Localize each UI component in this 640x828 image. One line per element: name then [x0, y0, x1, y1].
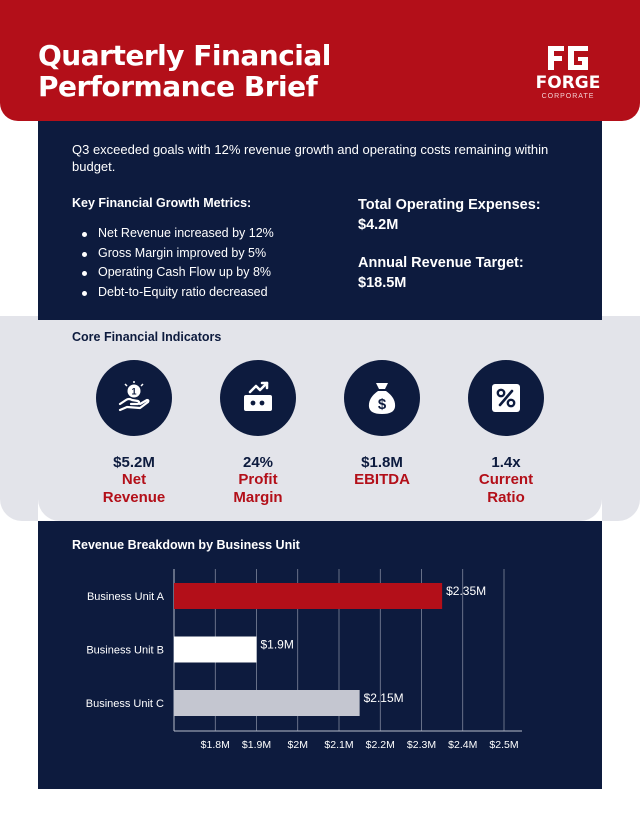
- indicator-value: $5.2M: [113, 454, 155, 471]
- indicator-profit-margin: 24% Profit Margin: [198, 360, 318, 507]
- data-label: $2.35M: [446, 584, 486, 598]
- indicator-label: Revenue: [102, 489, 166, 506]
- indicators-heading: Core Financial Indicators: [72, 330, 222, 344]
- list-item: Debt-to-Equity ratio decreased: [82, 283, 274, 303]
- bar: [174, 583, 443, 609]
- bar: [174, 636, 257, 663]
- indicator-circle: [468, 360, 544, 436]
- x-tick-label: $2.5M: [489, 739, 518, 751]
- data-label: $1.9M: [261, 638, 294, 652]
- forge-logo-icon: [548, 46, 588, 70]
- list-item: Gross Margin improved by 5%: [82, 244, 274, 264]
- indicator-label: Profit: [238, 471, 278, 488]
- indicator-label: Ratio: [487, 489, 525, 506]
- indicator-value: 1.4x: [491, 454, 521, 471]
- x-tick-label: $2.2M: [366, 739, 395, 751]
- chart-panel: Revenue Breakdown by Business Unit $1.8M…: [38, 521, 602, 789]
- category-label: Business Unit A: [87, 591, 165, 603]
- x-tick-label: $2.3M: [407, 739, 436, 751]
- indicators-section: Core Financial Indicators 1 $5.2M Net Re…: [0, 316, 640, 521]
- x-tick-label: $1.9M: [242, 739, 271, 751]
- x-tick-label: $2.1M: [324, 739, 353, 751]
- money-hand-icon: 1: [118, 381, 150, 412]
- bar: [174, 690, 360, 716]
- growth-wallet-icon: [244, 381, 272, 411]
- page-title: Quarterly Financial Performance Brief: [38, 39, 331, 103]
- indicator-net-revenue: 1 $5.2M Net Revenue: [74, 360, 194, 507]
- indicator-circle: [220, 360, 296, 436]
- list-item: Net Revenue increased by 12%: [82, 224, 274, 244]
- indicator-label: Current: [478, 471, 534, 488]
- metrics-heading: Key Financial Growth Metrics:: [72, 196, 252, 210]
- opex-label: Total Operating Expenses:: [358, 197, 541, 213]
- opex-value: $4.2M: [358, 217, 399, 233]
- x-tick-label: $2.4M: [448, 739, 477, 751]
- svg-text:$: $: [378, 396, 387, 413]
- operating-expenses-stat: Total Operating Expenses: $4.2M: [358, 195, 541, 235]
- indicator-ebitda: $ $1.8M EBITDA: [322, 360, 442, 489]
- target-label: Annual Revenue Target:: [358, 255, 524, 271]
- indicator-circle: 1: [96, 360, 172, 436]
- money-bag-icon: $: [368, 383, 396, 414]
- indicator-circle: $: [344, 360, 420, 436]
- metrics-list: Net Revenue increased by 12% Gross Margi…: [82, 224, 274, 302]
- company-logo: FORGE CORPORATE: [520, 42, 616, 102]
- logo-name: FORGE: [535, 73, 601, 93]
- header-banner: Quarterly Financial Performance Brief FO…: [0, 0, 640, 121]
- indicator-label: EBITDA: [354, 471, 410, 488]
- indicator-label: Margin: [233, 489, 283, 506]
- svg-text:1: 1: [131, 387, 136, 397]
- indicator-value: $1.8M: [361, 454, 403, 471]
- list-item: Operating Cash Flow up by 8%: [82, 263, 274, 283]
- percent-icon: [492, 384, 520, 412]
- data-label: $2.15M: [364, 691, 404, 705]
- summary-text: Q3 exceeded goals with 12% revenue growt…: [72, 142, 549, 174]
- summary-panel: Q3 exceeded goals with 12% revenue growt…: [38, 110, 602, 320]
- category-label: Business Unit C: [86, 698, 164, 710]
- revenue-target-stat: Annual Revenue Target: $18.5M: [358, 253, 524, 293]
- revenue-bar-chart: $1.8M $1.9M $2M $2.1M $2.2M $2.3M $2.4M $2.5M Bu…: [86, 569, 522, 751]
- x-tick-label: $2M: [288, 739, 308, 751]
- category-label: Business Unit B: [86, 645, 164, 657]
- indicator-current-ratio: 1.4x Current Ratio: [446, 360, 566, 507]
- indicator-label: Net: [121, 471, 147, 488]
- x-tick-label: $1.8M: [201, 739, 230, 751]
- indicator-value: 24%: [242, 454, 274, 471]
- target-value: $18.5M: [358, 275, 407, 291]
- chart-title: Revenue Breakdown by Business Unit: [72, 538, 300, 552]
- logo-subtitle: CORPORATE: [541, 93, 595, 100]
